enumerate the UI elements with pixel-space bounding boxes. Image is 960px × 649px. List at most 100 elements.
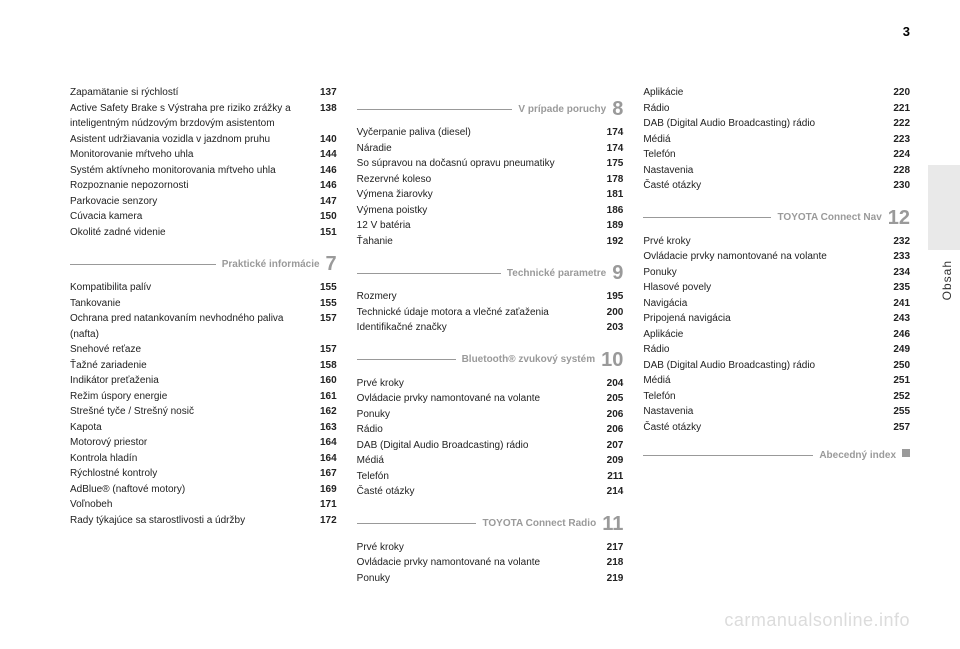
toc-entry-page: 161 [320,389,337,405]
toc-entry-label: DAB (Digital Audio Broadcasting) rádio [643,116,893,132]
toc-entry-label: Systém aktívneho monitorovania mŕtveho u… [70,163,320,179]
toc-entry-label: Nastavenia [643,404,893,420]
toc-entry-page: 158 [320,358,337,374]
toc-entry-page: 234 [893,265,910,281]
toc-entry: Snehové reťaze157 [70,342,337,358]
section-rule [357,273,501,274]
toc-entry-page: 246 [893,327,910,343]
toc-entry-label: Prvé kroky [357,540,607,556]
toc-entry: AdBlue® (naftové motory)169 [70,482,337,498]
toc-entry: Médiá251 [643,373,910,389]
toc-entry-label: Kontrola hladín [70,451,320,467]
toc-entry-page: 140 [320,132,337,148]
toc-entry-page: 192 [607,234,624,250]
toc-entry-label: Kapota [70,420,320,436]
section-header: TOYOTA Connect Radio11 [357,514,624,534]
toc-entry: Rádio206 [357,422,624,438]
section-header: Technické parametre9 [357,263,624,283]
toc-entry-page: 251 [893,373,910,389]
toc-entry-label: Voľnobeh [70,497,320,513]
toc-entry-page: 203 [607,320,624,336]
toc-entry-label: Aplikácie [643,327,893,343]
toc-entry: Nastavenia228 [643,163,910,179]
section-rule [643,217,771,218]
toc-entry-page: 175 [607,156,624,172]
toc-entry-page: 163 [320,420,337,436]
toc-entry-page: 155 [320,280,337,296]
toc-entry-label: Rozmery [357,289,607,305]
toc-entry: Nastavenia255 [643,404,910,420]
toc-entry-label: Časté otázky [643,178,893,194]
toc-entry-page: 189 [607,218,624,234]
toc-entry-page: 249 [893,342,910,358]
toc-entry-label: Snehové reťaze [70,342,320,358]
section-header: Abecedný index [643,449,910,461]
toc-entry: Hlasové povely235 [643,280,910,296]
toc-entry-label: Médiá [357,453,607,469]
toc-entry: 12 V batéria189 [357,218,624,234]
section-title: Praktické informácie [222,259,320,270]
toc-entry: Ponuky219 [357,571,624,587]
side-label: Obsah [940,260,954,300]
toc-entry-page: 162 [320,404,337,420]
toc-entry: Navigácia241 [643,296,910,312]
side-tab [928,165,960,250]
section-header: TOYOTA Connect Nav12 [643,208,910,228]
toc-entry: Cúvacia kamera150 [70,209,337,225]
toc-entry: Časté otázky214 [357,484,624,500]
toc-entry: Pripojená navigácia243 [643,311,910,327]
toc-entry-page: 186 [607,203,624,219]
toc-entry: Ponuky206 [357,407,624,423]
section-title: Technické parametre [507,268,606,279]
section-rule [357,109,513,110]
toc-entry-label: Ťahanie [357,234,607,250]
toc-entry: Časté otázky230 [643,178,910,194]
toc-entry-page: 204 [607,376,624,392]
toc-entry: Rezervné koleso178 [357,172,624,188]
toc-entry-label: Rezervné koleso [357,172,607,188]
toc-entry-page: 146 [320,163,337,179]
toc-entry-page: 211 [607,469,623,485]
toc-entry-label: Ponuky [643,265,893,281]
section-header: Praktické informácie7 [70,254,337,274]
toc-entry-label: DAB (Digital Audio Broadcasting) rádio [643,358,893,374]
toc-entry-page: 178 [607,172,624,188]
toc-entry-label: Zapamätanie si rýchlostí [70,85,320,101]
toc-column-2: V prípade poruchy8Vyčerpanie paliva (die… [357,85,624,586]
toc-entry-page: 255 [893,404,910,420]
section-rule [643,455,813,456]
toc-entry-page: 174 [607,125,624,141]
toc-entry: Režim úspory energie161 [70,389,337,405]
toc-entry-page: 206 [607,422,624,438]
toc-entry-page: 160 [320,373,337,389]
toc-entry-page: 164 [320,435,337,451]
section-square-icon [902,449,910,457]
toc-entry-label: Ovládacie prvky namontované na volante [643,249,893,265]
toc-entry: Médiá209 [357,453,624,469]
toc-entry-page: 217 [607,540,624,556]
toc-entry-page: 214 [607,484,624,500]
toc-entry-page: 206 [607,407,624,423]
toc-entry-label: Časté otázky [643,420,893,436]
toc-entry: Ovládacie prvky namontované na volante20… [357,391,624,407]
toc-entry-page: 205 [607,391,624,407]
toc-entry-label: Okolité zadné videnie [70,225,320,241]
toc-entry-label: Aplikácie [643,85,893,101]
toc-entry-label: Pripojená navigácia [643,311,893,327]
toc-entry-page: 233 [893,249,910,265]
section-title: TOYOTA Connect Nav [777,212,881,223]
toc-entry-page: 164 [320,451,337,467]
toc-entry-label: Výmena poistky [357,203,607,219]
toc-entry-label: Ponuky [357,407,607,423]
toc-entry-page: 218 [607,555,624,571]
toc-entry-label: Rozpoznanie nepozornosti [70,178,320,194]
toc-entry-page: 243 [893,311,910,327]
toc-entry-label: Asistent udržiavania vozidla v jazdnom p… [70,132,320,148]
toc-entry-page: 144 [320,147,337,163]
toc-entry-label: Ponuky [357,571,607,587]
toc-entry: Kompatibilita palív155 [70,280,337,296]
toc-entry: Technické údaje motora a vlečné zaťaženi… [357,305,624,321]
toc-entry: Časté otázky257 [643,420,910,436]
section-title: V prípade poruchy [518,104,606,115]
toc-entry: Ťahanie192 [357,234,624,250]
